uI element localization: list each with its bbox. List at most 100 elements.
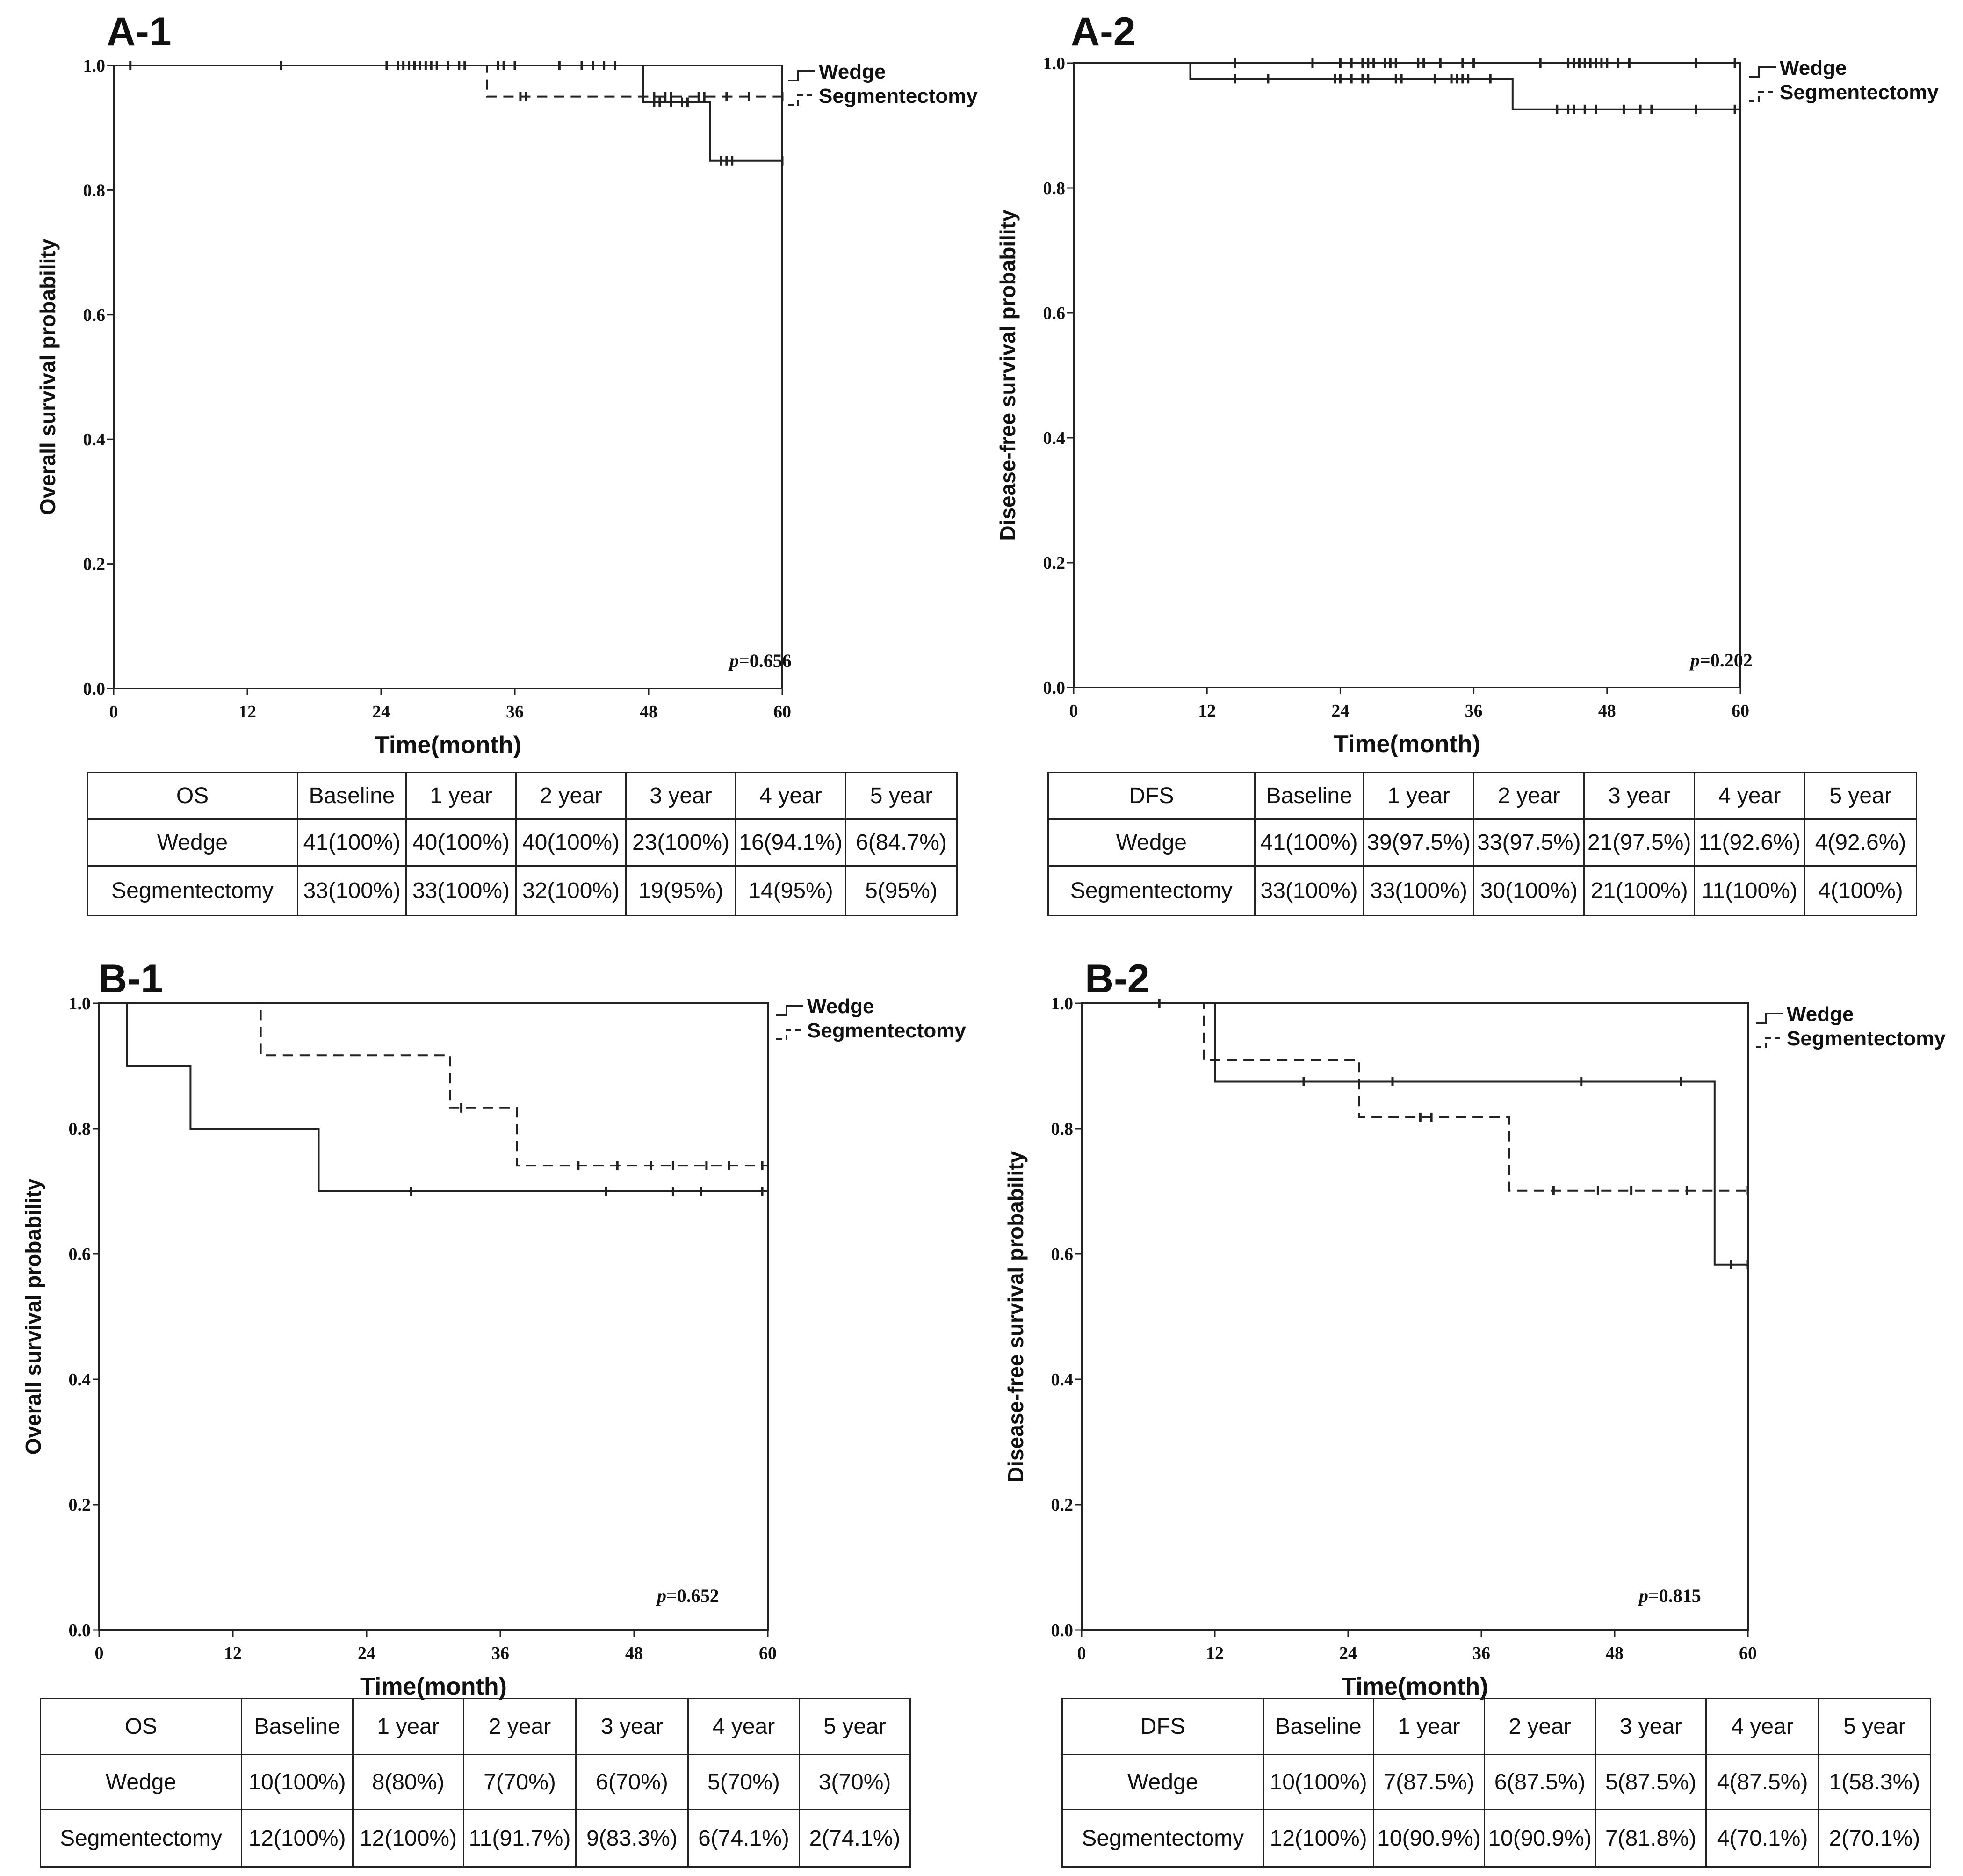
risk-table-b-2: DFS Baseline 1 year 2 year 3 year 4 year 5 yea… bbox=[1061, 1698, 1932, 1868]
plot-frame bbox=[113, 65, 783, 689]
legend-swatch bbox=[1749, 66, 1776, 78]
table-cell: 4(70.1%) bbox=[1705, 1809, 1819, 1868]
series-line-segmentectomy bbox=[1082, 1002, 1748, 1192]
table-cell: 7(81.8%) bbox=[1595, 1809, 1707, 1868]
p-value-symbol: p bbox=[656, 1585, 666, 1606]
p-value-symbol: p bbox=[1638, 1585, 1648, 1606]
table-row: Wedge 10(100%) 7(87.5%) 6(87.5%) 5(87.5%) 4(8… bbox=[1061, 1754, 1932, 1810]
series-line-wedge bbox=[1082, 1002, 1748, 1266]
table-header-cell: 1 year bbox=[1363, 772, 1475, 820]
table-cell: 11(91.7%) bbox=[463, 1809, 577, 1868]
plot-frame bbox=[98, 1002, 769, 1631]
table-header-cell: 5 year bbox=[845, 772, 958, 820]
table-cell: 41(100%) bbox=[1254, 818, 1364, 867]
series-line-wedge bbox=[114, 65, 782, 162]
table-header-cell: 2 year bbox=[515, 772, 627, 820]
table-cell: 33(100%) bbox=[1363, 865, 1475, 916]
legend-label: Segmentectomy bbox=[807, 1019, 966, 1042]
y-tick-label: 0.0 bbox=[1043, 678, 1066, 698]
table-header-cell: 5 year bbox=[1818, 1698, 1932, 1755]
table-header-cell: 3 year bbox=[1583, 772, 1696, 820]
table-cell: 33(100%) bbox=[1254, 865, 1364, 916]
table-row: Wedge 10(100%) 8(80%) 7(70%) 6(70%) 5(70%) 3(7… bbox=[40, 1754, 911, 1810]
table-cell: 7(87.5%) bbox=[1372, 1754, 1485, 1810]
table-cell: 21(97.5%) bbox=[1583, 818, 1696, 867]
y-tick-label: 0.6 bbox=[1051, 1245, 1074, 1264]
x-tick-label: 0 bbox=[95, 1644, 104, 1663]
y-tick-label: 0.0 bbox=[83, 679, 106, 699]
table-cell: Wedge bbox=[1061, 1754, 1264, 1810]
table-cell: Wedge bbox=[40, 1754, 242, 1810]
table-row: Segmentectomy 12(100%) 10(90.9%) 10(90.9%) 7… bbox=[1061, 1809, 1932, 1868]
table-cell: 33(100%) bbox=[297, 865, 407, 916]
x-tick-label: 60 bbox=[1739, 1644, 1757, 1663]
table-cell: 14(95%) bbox=[735, 865, 846, 916]
table-cell: Wedge bbox=[1047, 818, 1256, 867]
y-tick-label: 1.0 bbox=[1043, 54, 1066, 73]
table-cell: 10(100%) bbox=[1263, 1754, 1374, 1810]
x-tick-label: 24 bbox=[1339, 1644, 1357, 1663]
table-header-cell: 1 year bbox=[352, 1698, 464, 1755]
legend-item-segmentectomy: Segmentectomy bbox=[1749, 81, 1939, 104]
series-line-segmentectomy bbox=[99, 1002, 768, 1167]
x-tick-label: 12 bbox=[1206, 1644, 1224, 1663]
x-tick-label: 0 bbox=[109, 702, 118, 722]
plot-frame bbox=[1081, 1002, 1749, 1631]
legend-swatch bbox=[788, 70, 815, 81]
table-header-cell: OS bbox=[87, 772, 298, 820]
table-cell: 8(80%) bbox=[352, 1754, 464, 1810]
table-row: Segmentectomy 33(100%) 33(100%) 30(100%) 21(… bbox=[1047, 865, 1917, 916]
table-header-cell: 1 year bbox=[405, 772, 517, 820]
y-tick-label: 0.8 bbox=[69, 1119, 91, 1139]
x-axis-label: Time(month) bbox=[375, 732, 521, 759]
risk-table-b-1: OS Baseline 1 year 2 year 3 year 4 year 5 year… bbox=[40, 1698, 911, 1868]
y-tick-label: 0.6 bbox=[69, 1245, 91, 1264]
panel-label: B-2 bbox=[1085, 956, 1150, 1001]
legend-item-wedge: Wedge bbox=[776, 995, 874, 1018]
y-tick-label: 0.8 bbox=[1051, 1119, 1074, 1139]
y-tick-label: 0.6 bbox=[83, 305, 106, 325]
km-chart-b-1: 0 12 24 36 48 60 0.0 0.2 0.4 0.6 0.8 1.0 Time(month)… bbox=[21, 994, 966, 1700]
table-cell: 40(100%) bbox=[515, 818, 627, 867]
x-tick-label: 36 bbox=[1465, 701, 1483, 721]
table-cell: 5(95%) bbox=[845, 865, 958, 916]
legend-item-segmentectomy: Segmentectomy bbox=[776, 1019, 966, 1042]
x-tick-label: 24 bbox=[358, 1644, 375, 1663]
table-header-cell: 1 year bbox=[1372, 1698, 1485, 1755]
panel-label: B-1 bbox=[98, 956, 163, 1001]
y-tick-label: 0.6 bbox=[1043, 304, 1066, 323]
table-cell: 4(100%) bbox=[1804, 865, 1917, 916]
table-cell: 23(100%) bbox=[625, 818, 736, 867]
x-tick-label: 48 bbox=[1606, 1644, 1624, 1663]
p-value-number: =0.656 bbox=[739, 650, 792, 671]
table-cell: 12(100%) bbox=[241, 1809, 354, 1868]
x-tick-label: 24 bbox=[372, 702, 390, 722]
table-cell: 10(90.9%) bbox=[1483, 1809, 1596, 1868]
p-value: p=0.202 bbox=[1689, 650, 1753, 671]
table-header-cell: 4 year bbox=[1694, 772, 1806, 820]
x-tick-label: 24 bbox=[1331, 701, 1349, 721]
table-header-cell: Baseline bbox=[1254, 772, 1364, 820]
y-tick-label: 0.8 bbox=[83, 181, 106, 200]
x-tick-label: 12 bbox=[1198, 701, 1216, 721]
y-tick-label: 0.2 bbox=[1051, 1495, 1074, 1515]
table-cell: 4(87.5%) bbox=[1705, 1754, 1819, 1810]
risk-table-a-1: OS Baseline 1 year 2 year 3 year 4 year 5 year… bbox=[87, 772, 958, 916]
legend-swatch bbox=[776, 1005, 803, 1016]
series-line-segmentectomy bbox=[114, 65, 782, 98]
table-header-cell: 2 year bbox=[1483, 1698, 1596, 1755]
y-tick-label: 0.8 bbox=[1043, 179, 1066, 198]
table-cell: 4(92.6%) bbox=[1804, 818, 1917, 867]
table-header-cell: 3 year bbox=[625, 772, 736, 820]
table-header-cell: 2 year bbox=[1473, 772, 1585, 820]
table-cell: 11(92.6%) bbox=[1694, 818, 1806, 867]
table-header-cell: 4 year bbox=[735, 772, 846, 820]
x-tick-label: 60 bbox=[1732, 701, 1749, 721]
p-value-symbol: p bbox=[728, 650, 739, 671]
y-tick-label: 0.2 bbox=[69, 1495, 91, 1515]
table-row: Wedge 41(100%) 40(100%) 40(100%) 23(100%) 16(… bbox=[87, 818, 958, 867]
table-header-cell: DFS bbox=[1061, 1698, 1264, 1755]
table-cell: 19(95%) bbox=[625, 865, 736, 916]
table-header-row: OS Baseline 1 year 2 year 3 year 4 year 5 year bbox=[40, 1698, 911, 1755]
p-value-number: =0.815 bbox=[1648, 1585, 1701, 1606]
